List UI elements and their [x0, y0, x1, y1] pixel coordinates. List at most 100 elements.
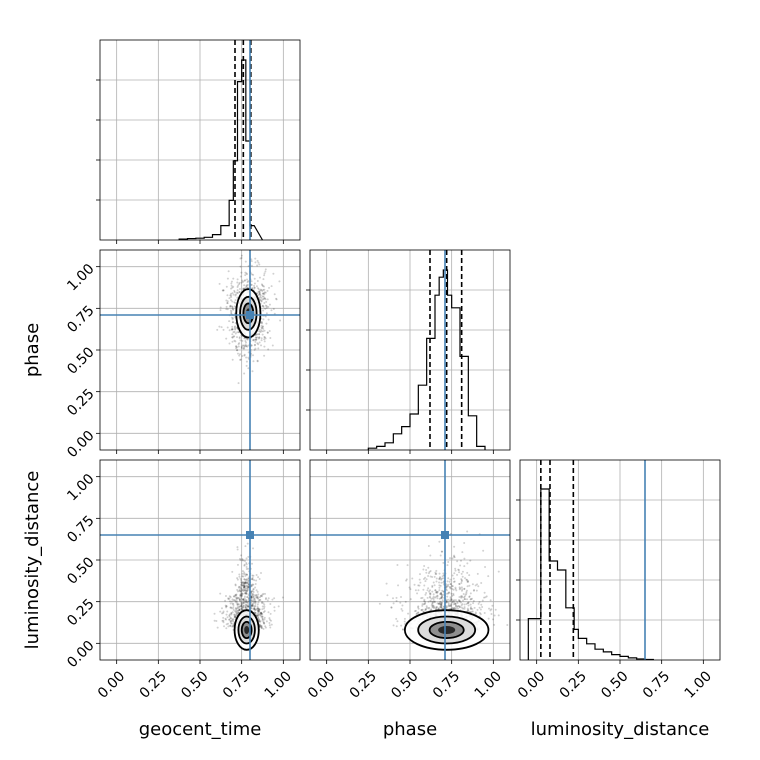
sample-point: [257, 290, 260, 293]
sample-point: [268, 621, 271, 624]
sample-point: [463, 557, 466, 560]
sample-point: [258, 336, 261, 339]
sample-point: [424, 609, 427, 612]
sample-point: [467, 579, 470, 582]
sample-point: [429, 599, 432, 602]
sample-point: [260, 330, 263, 333]
y-tick-label: 0.25: [64, 596, 97, 629]
sample-point: [440, 593, 443, 596]
sample-point: [244, 581, 247, 584]
sample-point: [258, 289, 261, 292]
sample-point: [264, 337, 267, 340]
sample-point: [433, 575, 436, 578]
sample-point: [454, 602, 457, 605]
sample-point: [265, 305, 268, 308]
sample-point: [250, 603, 253, 606]
sample-point: [243, 581, 246, 584]
sample-point: [420, 609, 423, 612]
y-tick-label: 0.50: [64, 554, 97, 587]
sample-point: [245, 581, 248, 584]
sample-point: [436, 590, 439, 593]
sample-point: [255, 338, 258, 341]
sample-point: [254, 599, 257, 602]
sample-point: [251, 574, 254, 577]
x-axis-label-phase: phase: [383, 719, 437, 740]
sample-point: [239, 353, 242, 356]
sample-point: [244, 340, 247, 343]
sample-point: [422, 603, 425, 606]
sample-point: [421, 603, 424, 606]
sample-point: [256, 609, 259, 612]
sample-point: [426, 589, 429, 592]
sample-point: [420, 597, 423, 600]
sample-point: [238, 599, 241, 602]
sample-point: [246, 587, 249, 590]
sample-point: [242, 598, 245, 601]
sample-point: [460, 579, 463, 582]
sample-point: [227, 598, 230, 601]
sample-point: [262, 297, 265, 300]
sample-point: [258, 612, 261, 615]
sample-point: [483, 591, 486, 594]
sample-point: [281, 596, 284, 599]
sample-point: [231, 611, 234, 614]
sample-point: [395, 600, 398, 603]
sample-point: [391, 597, 394, 600]
sample-point: [258, 611, 261, 614]
sample-point: [244, 591, 247, 594]
sample-point: [246, 542, 249, 545]
sample-point: [260, 337, 263, 340]
sample-point: [235, 612, 238, 615]
sample-point: [497, 570, 500, 573]
sample-point: [395, 596, 398, 599]
sample-point: [460, 604, 463, 607]
sample-point: [427, 545, 430, 548]
sample-point: [417, 589, 420, 592]
sample-point: [263, 288, 266, 291]
sample-point: [256, 605, 259, 608]
sample-point: [459, 564, 462, 567]
sample-point: [225, 623, 228, 626]
sample-point: [468, 584, 471, 587]
sample-point: [239, 358, 242, 361]
sample-point: [424, 602, 427, 605]
sample-point: [233, 305, 236, 308]
sample-point: [242, 604, 245, 607]
sample-point: [259, 294, 262, 297]
sample-point: [258, 330, 261, 333]
sample-point: [269, 612, 272, 615]
sample-point: [240, 582, 243, 585]
sample-point: [237, 603, 240, 606]
sample-point: [462, 592, 465, 595]
sample-point: [422, 610, 425, 613]
sample-point: [247, 577, 250, 580]
sample-point: [413, 610, 416, 613]
sample-point: [262, 620, 265, 623]
sample-point: [231, 286, 234, 289]
sample-point: [239, 559, 242, 562]
sample-point: [229, 625, 232, 628]
sample-point: [425, 591, 428, 594]
sample-point: [441, 589, 444, 592]
sample-point: [236, 605, 239, 608]
sample-point: [245, 562, 248, 565]
sample-point: [245, 344, 248, 347]
sample-point: [275, 297, 278, 300]
sample-point: [245, 589, 248, 592]
sample-point: [487, 617, 490, 620]
sample-point: [422, 568, 425, 571]
sample-point: [247, 280, 250, 283]
sample-point: [244, 582, 247, 585]
sample-point: [230, 622, 233, 625]
sample-point: [238, 287, 241, 290]
sample-point: [227, 270, 230, 273]
sample-point: [250, 280, 253, 283]
sample-point: [241, 339, 244, 342]
sample-point: [236, 590, 239, 593]
y-tick-label: 1.00: [64, 471, 97, 504]
sample-point: [242, 601, 245, 604]
sample-point: [497, 614, 500, 617]
sample-point: [251, 583, 254, 586]
sample-point: [402, 628, 405, 631]
sample-point: [245, 589, 248, 592]
